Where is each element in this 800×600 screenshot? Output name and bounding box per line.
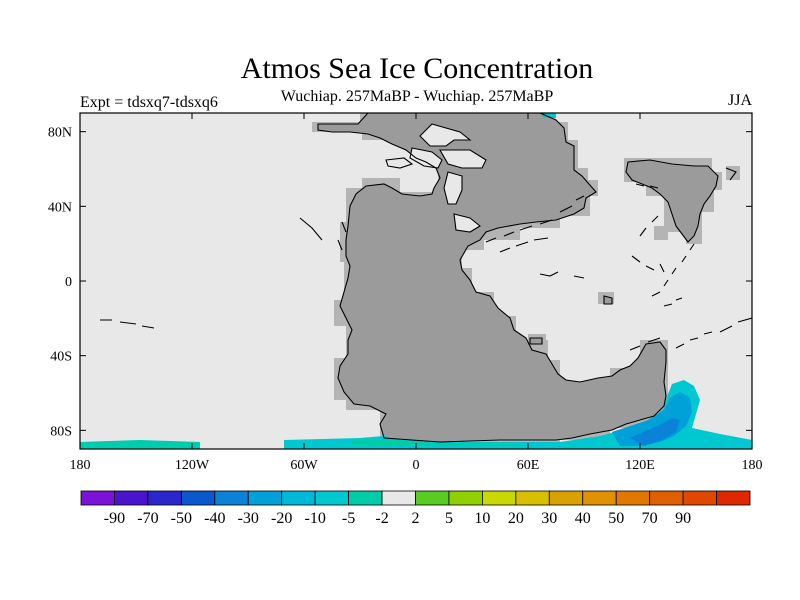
- colorbar-box: [548, 490, 584, 506]
- colorbar-box: [348, 490, 383, 506]
- colorbar-label: 30: [541, 510, 557, 527]
- colorbar-label: -40: [204, 510, 225, 527]
- y-tick-label: 0: [65, 275, 72, 290]
- x-tick-label: 180: [742, 458, 763, 473]
- colorbar-label: -30: [238, 510, 259, 527]
- x-tick-label: 60W: [290, 458, 318, 473]
- colorbar-box: [314, 490, 349, 506]
- colorbar-box: [247, 490, 283, 506]
- colorbar-box: [147, 490, 182, 506]
- colorbar-label: -20: [271, 510, 292, 527]
- main-continent: [318, 113, 666, 442]
- colorbar-box: [80, 490, 115, 506]
- colorbar-box: [682, 490, 717, 506]
- colorbar-box: [381, 490, 416, 506]
- colorbar-label: -10: [304, 510, 325, 527]
- land: [318, 113, 718, 442]
- colorbar-label: -70: [137, 510, 158, 527]
- experiment-label: Expt = tdsxq7-tdsxq6: [80, 94, 218, 111]
- inland-seas: [386, 124, 486, 232]
- colorbar-label: -90: [104, 510, 125, 527]
- x-tick-label: 0: [413, 458, 420, 473]
- colorbar-box: [114, 490, 149, 506]
- y-tick-label: 80N: [48, 126, 72, 141]
- colorbar-label: -5: [342, 510, 355, 527]
- colorbar-box: [615, 490, 651, 506]
- x-tick-label: 60E: [517, 458, 540, 473]
- colorbar-label: 20: [508, 510, 524, 527]
- colorbar: -90 -70 -50 -40 -30 -20 -10 -5 -2 2 5 10 20 30 40 50 70 9…: [80, 490, 751, 527]
- island-b: [530, 338, 542, 344]
- colorbar-label: 2: [412, 510, 420, 527]
- y-tick-label: 40N: [48, 200, 72, 215]
- colorbar-box: [448, 490, 483, 506]
- y-tick-label: 80S: [50, 424, 72, 439]
- colorbar-label: -2: [375, 510, 388, 527]
- plot-subtitle: Wuchiap. 257MaBP - Wuchiap. 257MaBP: [280, 88, 554, 105]
- x-tick-label: 120E: [625, 458, 655, 473]
- x-tick-label: 120W: [175, 458, 210, 473]
- colorbar-box: [515, 490, 550, 506]
- coastlines: [100, 113, 752, 443]
- colorbar-box: [281, 490, 316, 506]
- map-axes: 180 120W 60W 0 60E 120E 180 80N 40N 0 40S 80S: [48, 113, 763, 473]
- colorbar-box: [582, 490, 617, 506]
- colorbar-label: 90: [675, 510, 691, 527]
- colorbar-label: 40: [575, 510, 591, 527]
- ice-anomaly-south-west: [80, 440, 200, 449]
- season-label: JJA: [727, 92, 752, 109]
- colorbar-box: [481, 490, 517, 506]
- colorbar-label: 70: [642, 510, 658, 527]
- east-landmass: [626, 160, 718, 242]
- colorbar-box: [214, 490, 249, 506]
- colorbar-label: 5: [445, 510, 453, 527]
- colorbar-label: 10: [474, 510, 490, 527]
- plot-title: Atmos Sea Ice Concentration: [240, 52, 594, 85]
- y-tick-label: 40S: [50, 350, 72, 365]
- map-layers: [80, 113, 752, 449]
- colorbar-box: [415, 490, 450, 506]
- colorbar-box: [716, 490, 751, 506]
- colorbar-label: -50: [171, 510, 192, 527]
- colorbar-box: [649, 490, 684, 506]
- colorbar-label: 50: [608, 510, 624, 527]
- colorbar-box: [180, 490, 216, 506]
- x-tick-label: 180: [70, 458, 91, 473]
